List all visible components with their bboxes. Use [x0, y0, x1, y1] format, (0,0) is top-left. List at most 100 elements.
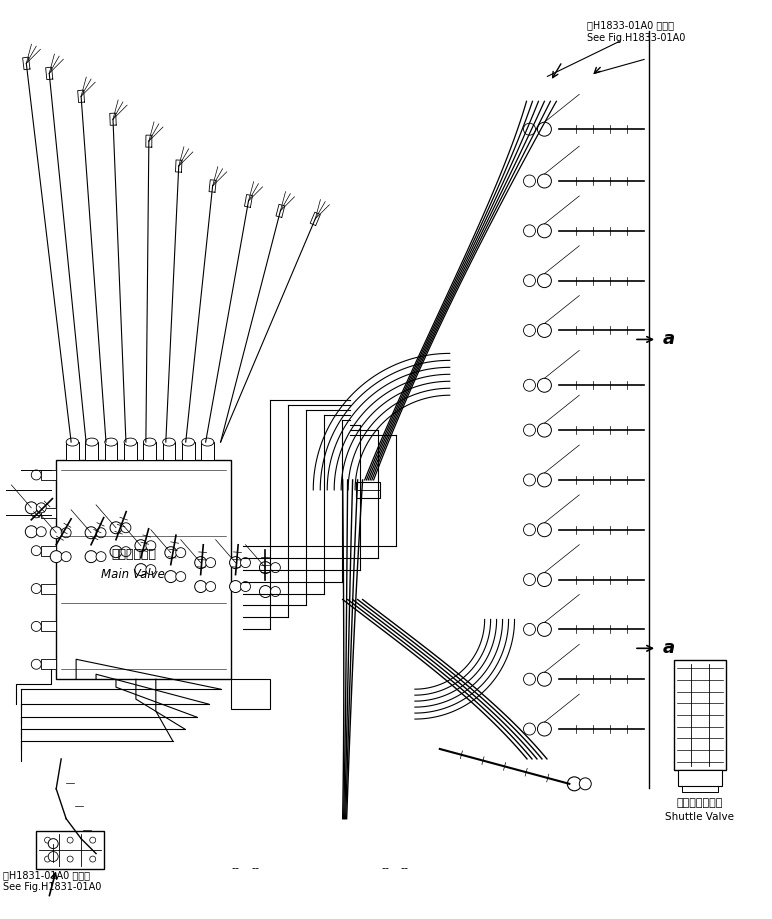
Circle shape: [25, 526, 37, 538]
Circle shape: [205, 558, 215, 568]
Circle shape: [523, 623, 536, 635]
Circle shape: [537, 672, 551, 686]
Circle shape: [176, 572, 186, 582]
Circle shape: [537, 722, 551, 736]
Circle shape: [61, 551, 71, 562]
Bar: [163, 442, 175, 460]
Circle shape: [32, 621, 41, 631]
Text: --: --: [401, 864, 409, 874]
Circle shape: [523, 324, 536, 336]
Circle shape: [67, 857, 73, 862]
Circle shape: [523, 225, 536, 237]
Circle shape: [270, 586, 280, 596]
Circle shape: [229, 557, 242, 569]
Circle shape: [537, 323, 551, 337]
Text: メインバルブ: メインバルブ: [111, 548, 156, 562]
Circle shape: [48, 839, 58, 848]
Circle shape: [567, 777, 581, 791]
Text: --: --: [381, 864, 389, 874]
Circle shape: [48, 852, 58, 861]
Circle shape: [537, 573, 551, 586]
Ellipse shape: [182, 438, 195, 446]
Circle shape: [537, 622, 551, 636]
Bar: [182, 442, 195, 460]
Circle shape: [537, 174, 551, 188]
Circle shape: [195, 557, 207, 569]
Ellipse shape: [105, 438, 117, 446]
Circle shape: [537, 423, 551, 437]
Circle shape: [32, 659, 41, 669]
Circle shape: [523, 425, 536, 437]
Text: a: a: [663, 331, 676, 348]
Text: See Fig.H1831-01A0: See Fig.H1831-01A0: [3, 882, 102, 892]
Circle shape: [537, 523, 551, 537]
Circle shape: [537, 122, 551, 136]
Text: --: --: [232, 864, 239, 874]
Text: 第H1831-01A0 図参照: 第H1831-01A0 図参照: [3, 870, 90, 880]
Circle shape: [241, 558, 250, 568]
Circle shape: [579, 777, 591, 789]
Ellipse shape: [201, 438, 214, 446]
Circle shape: [164, 547, 177, 559]
Circle shape: [270, 562, 280, 573]
Bar: [86, 442, 98, 460]
Text: a: a: [663, 640, 676, 657]
Text: シャトルバルブ: シャトルバルブ: [677, 798, 723, 808]
Bar: [356, 482, 380, 498]
Circle shape: [523, 175, 536, 187]
Bar: [124, 442, 137, 460]
Circle shape: [523, 524, 536, 536]
Circle shape: [523, 123, 536, 135]
Text: --: --: [252, 864, 259, 874]
Text: Shuttle Valve: Shuttle Valve: [665, 811, 734, 822]
Circle shape: [523, 275, 536, 287]
Bar: [105, 442, 117, 460]
Circle shape: [537, 274, 551, 288]
Circle shape: [523, 674, 536, 686]
Circle shape: [110, 546, 122, 558]
Circle shape: [146, 540, 156, 550]
Circle shape: [50, 550, 63, 562]
Bar: [41, 621, 56, 631]
Circle shape: [50, 527, 63, 539]
Bar: [66, 442, 79, 460]
Circle shape: [523, 380, 536, 391]
Circle shape: [90, 857, 96, 862]
Bar: [41, 546, 56, 556]
Bar: [674, 660, 726, 770]
Bar: [231, 679, 270, 709]
Circle shape: [229, 581, 242, 593]
Circle shape: [135, 563, 147, 575]
Circle shape: [32, 470, 41, 480]
Bar: [41, 508, 56, 517]
Circle shape: [135, 539, 147, 551]
Circle shape: [85, 550, 97, 562]
Circle shape: [195, 581, 207, 593]
Circle shape: [45, 857, 50, 862]
Circle shape: [537, 379, 551, 392]
Circle shape: [523, 573, 536, 585]
Bar: [678, 770, 722, 786]
Ellipse shape: [124, 438, 137, 446]
Ellipse shape: [66, 438, 79, 446]
Text: 第H1833-01A0 図参照: 第H1833-01A0 図参照: [587, 20, 674, 30]
Circle shape: [146, 564, 156, 574]
Circle shape: [32, 508, 41, 517]
Circle shape: [90, 837, 96, 843]
Circle shape: [241, 582, 250, 592]
Circle shape: [176, 548, 186, 558]
Circle shape: [32, 584, 41, 594]
Circle shape: [164, 571, 177, 583]
Circle shape: [523, 474, 536, 486]
Circle shape: [523, 723, 536, 735]
Circle shape: [32, 546, 41, 556]
Circle shape: [36, 503, 46, 513]
Bar: [201, 442, 214, 460]
Bar: [36, 831, 104, 868]
Bar: [41, 470, 56, 480]
Circle shape: [36, 527, 46, 537]
Circle shape: [259, 585, 272, 597]
Bar: [41, 584, 56, 594]
Ellipse shape: [144, 438, 156, 446]
Circle shape: [537, 473, 551, 487]
